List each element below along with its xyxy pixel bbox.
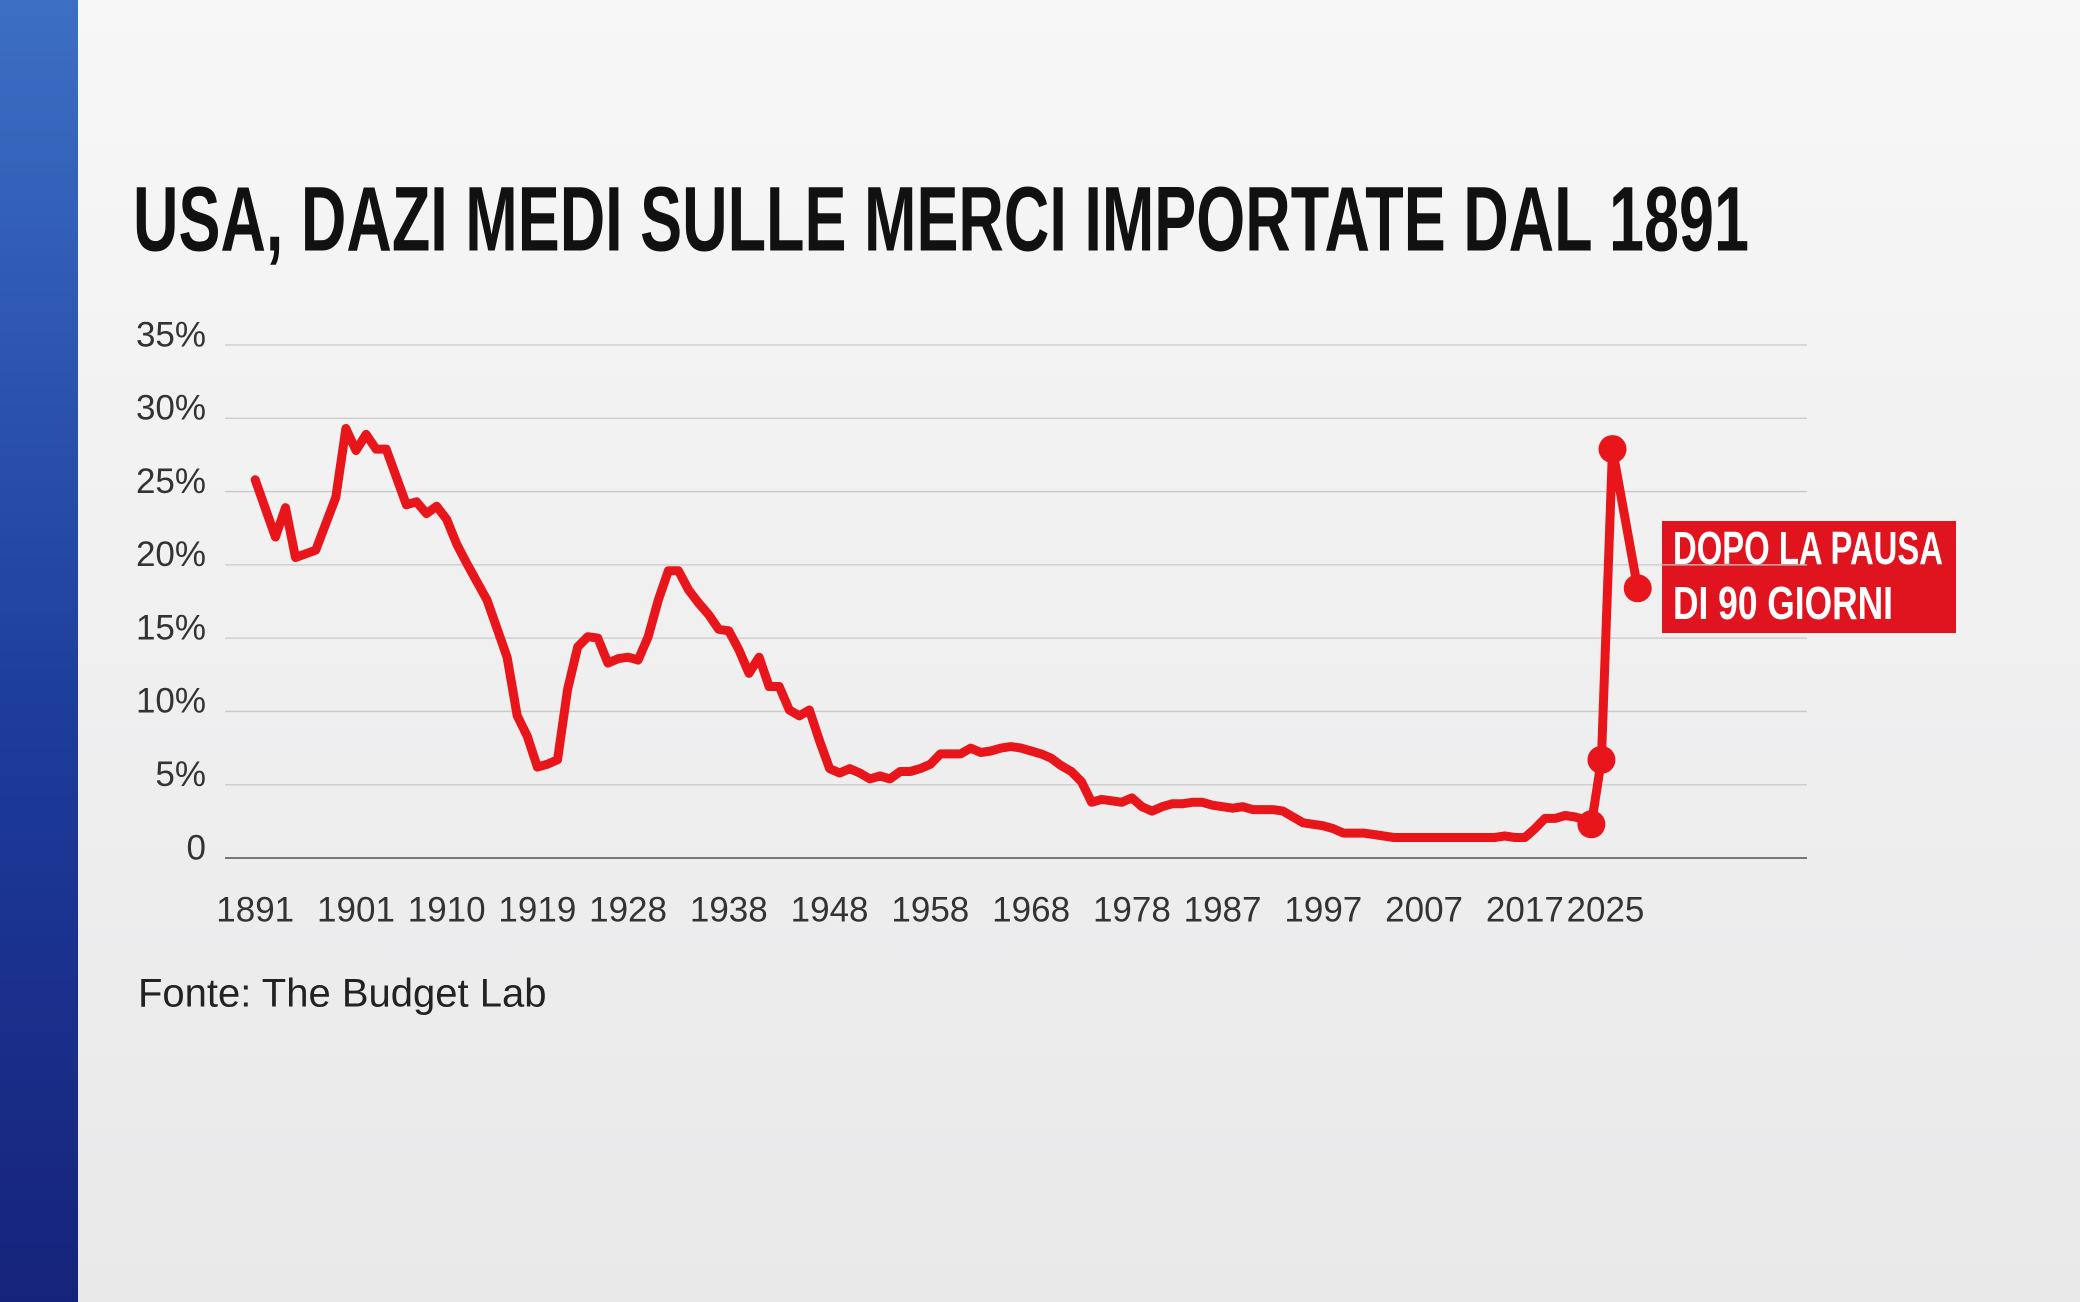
line [1586,444,1643,829]
chart-title: USA, DAZI MEDI SULLE MERCI IMPORTATE DAL… [133,168,1749,270]
y-tick-label: 15% [136,608,206,647]
x-tick-label: 1997 [1284,890,1362,929]
y-tick-label: 35% [136,315,206,354]
x-tick-label: 1938 [690,890,768,929]
y-tick-label: 5% [155,755,206,794]
point [1623,574,1652,603]
x-tick-label: 1948 [791,890,869,929]
x-tick-label: 1958 [891,890,969,929]
point [1598,435,1627,464]
line [250,424,1590,842]
side-stripe [0,0,78,1302]
x-tick-label: 2025 [1567,890,1645,929]
y-tick-label: 0 [187,828,206,867]
annotation: DOPO LA PAUSA [1673,522,1943,574]
point [1577,810,1606,839]
x-tick-label: 1987 [1184,890,1262,929]
y-tick-label: 25% [136,462,206,501]
annotation-box [1662,521,1956,633]
x-tick-label: 1928 [589,890,667,929]
x-tick-label: 1891 [216,890,294,929]
x-tick-label: 1968 [992,890,1070,929]
y-tick-label: 30% [136,389,206,428]
x-tick-label: 1901 [317,890,395,929]
point [1587,745,1616,774]
source: Fonte: The Budget Lab [138,972,546,1016]
x-tick-label: 1919 [498,890,576,929]
annotation: DI 90 GIORNI [1673,577,1893,629]
y-tick-label: 20% [136,535,206,574]
x-tick-label: 2017 [1486,890,1564,929]
x-tick-label: 2007 [1385,890,1463,929]
x-tick-label: 1978 [1093,890,1171,929]
x-tick-label: 1910 [408,890,486,929]
y-tick-label: 10% [136,682,206,721]
